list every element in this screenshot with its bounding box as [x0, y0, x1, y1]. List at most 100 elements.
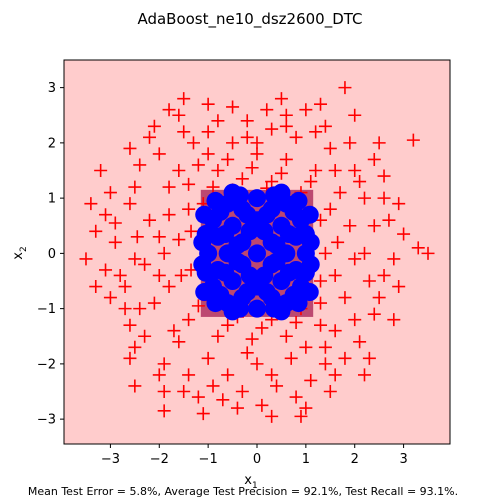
circle-point	[289, 294, 308, 313]
metrics-footer: Mean Test Error = 5.8%, Average Test Pre…	[28, 485, 458, 498]
plus-point	[323, 202, 337, 216]
circle-point	[257, 205, 276, 224]
plus-point	[357, 246, 371, 260]
plus-point	[362, 351, 376, 365]
plus-point	[133, 158, 147, 172]
plus-point	[172, 108, 186, 122]
plus-point	[182, 313, 196, 327]
plus-point	[133, 302, 147, 316]
circle-point	[216, 263, 235, 282]
plus-point	[89, 280, 103, 294]
plus-point	[318, 357, 332, 371]
circle-point	[206, 294, 225, 313]
plus-point	[174, 268, 188, 282]
x-tick-label: −2	[150, 452, 169, 467]
circle-point	[240, 222, 259, 241]
plus-point	[240, 346, 254, 360]
plus-point	[240, 130, 254, 144]
plus-point	[147, 296, 161, 310]
plus-point	[323, 141, 337, 155]
plus-point	[172, 335, 186, 349]
plus-point	[377, 169, 391, 183]
circle-point	[301, 233, 320, 252]
x-tick-label: 3	[399, 452, 407, 467]
y-axis-ticks: −3 −2 −1 0 1 2 3	[37, 81, 64, 428]
plus-point	[186, 136, 200, 150]
plus-point	[128, 180, 142, 194]
plus-point	[123, 351, 137, 365]
red-plus-series	[79, 81, 435, 423]
circle-point	[206, 191, 225, 210]
plus-point	[89, 224, 103, 238]
plus-point	[128, 252, 142, 266]
plus-point	[279, 329, 293, 343]
circle-point	[223, 302, 242, 321]
plus-point	[279, 119, 293, 133]
plus-point	[362, 274, 376, 288]
plus-point	[260, 103, 274, 117]
y-tick-label: 2	[48, 136, 56, 151]
plus-point	[250, 357, 264, 371]
x-axis-ticks: −3 −2 −1 0 1 2 3	[101, 444, 408, 467]
plus-point	[314, 274, 328, 288]
plus-point	[353, 335, 367, 349]
circle-point	[300, 283, 319, 302]
plus-point	[128, 379, 142, 393]
plus-point	[211, 329, 225, 343]
plus-point	[348, 313, 362, 327]
plus-point	[318, 340, 332, 354]
plus-point	[221, 368, 235, 382]
plus-point	[270, 379, 284, 393]
plus-point	[191, 158, 205, 172]
plus-point	[147, 119, 161, 133]
plus-point	[367, 219, 381, 233]
circle-point	[228, 236, 247, 255]
circle-point	[301, 255, 320, 274]
plus-point	[211, 114, 225, 128]
y-tick-label: 3	[48, 81, 56, 96]
plus-point	[177, 125, 191, 139]
y-tick-label: −1	[37, 302, 56, 317]
y-axis-label: x2	[11, 246, 29, 259]
plus-point	[314, 318, 328, 332]
plus-point	[235, 385, 249, 399]
plus-point	[103, 291, 117, 305]
plus-point	[162, 103, 176, 117]
plus-point	[138, 329, 152, 343]
plus-point	[397, 227, 411, 241]
circle-point	[216, 225, 235, 244]
plus-point	[191, 299, 205, 313]
circle-point	[193, 255, 212, 274]
circle-point	[248, 244, 266, 263]
plus-point	[201, 125, 215, 139]
plus-point	[182, 202, 196, 216]
x-axis-label: x1	[244, 473, 257, 491]
plus-point	[338, 81, 352, 95]
plus-point	[255, 398, 269, 412]
plus-point	[387, 313, 401, 327]
plus-point	[84, 197, 98, 211]
plus-point	[323, 385, 337, 399]
plus-point	[118, 280, 132, 294]
plus-point	[245, 332, 259, 346]
plus-point	[392, 197, 406, 211]
plus-point	[353, 175, 367, 189]
x-tick-label: 2	[351, 452, 359, 467]
plus-point	[328, 164, 342, 178]
plus-point	[328, 368, 342, 382]
plus-point	[184, 224, 198, 238]
plus-point	[304, 373, 318, 387]
plus-point	[240, 114, 254, 128]
circle-point	[267, 252, 286, 271]
plus-point	[157, 357, 171, 371]
x-tick-label: −3	[101, 452, 120, 467]
plus-point	[333, 186, 347, 200]
circle-point	[195, 283, 214, 302]
plus-point	[157, 385, 171, 399]
circle-point	[228, 252, 247, 271]
plus-point	[299, 340, 313, 354]
plus-point	[406, 133, 420, 147]
plus-point	[265, 409, 279, 423]
plus-point	[392, 280, 406, 294]
